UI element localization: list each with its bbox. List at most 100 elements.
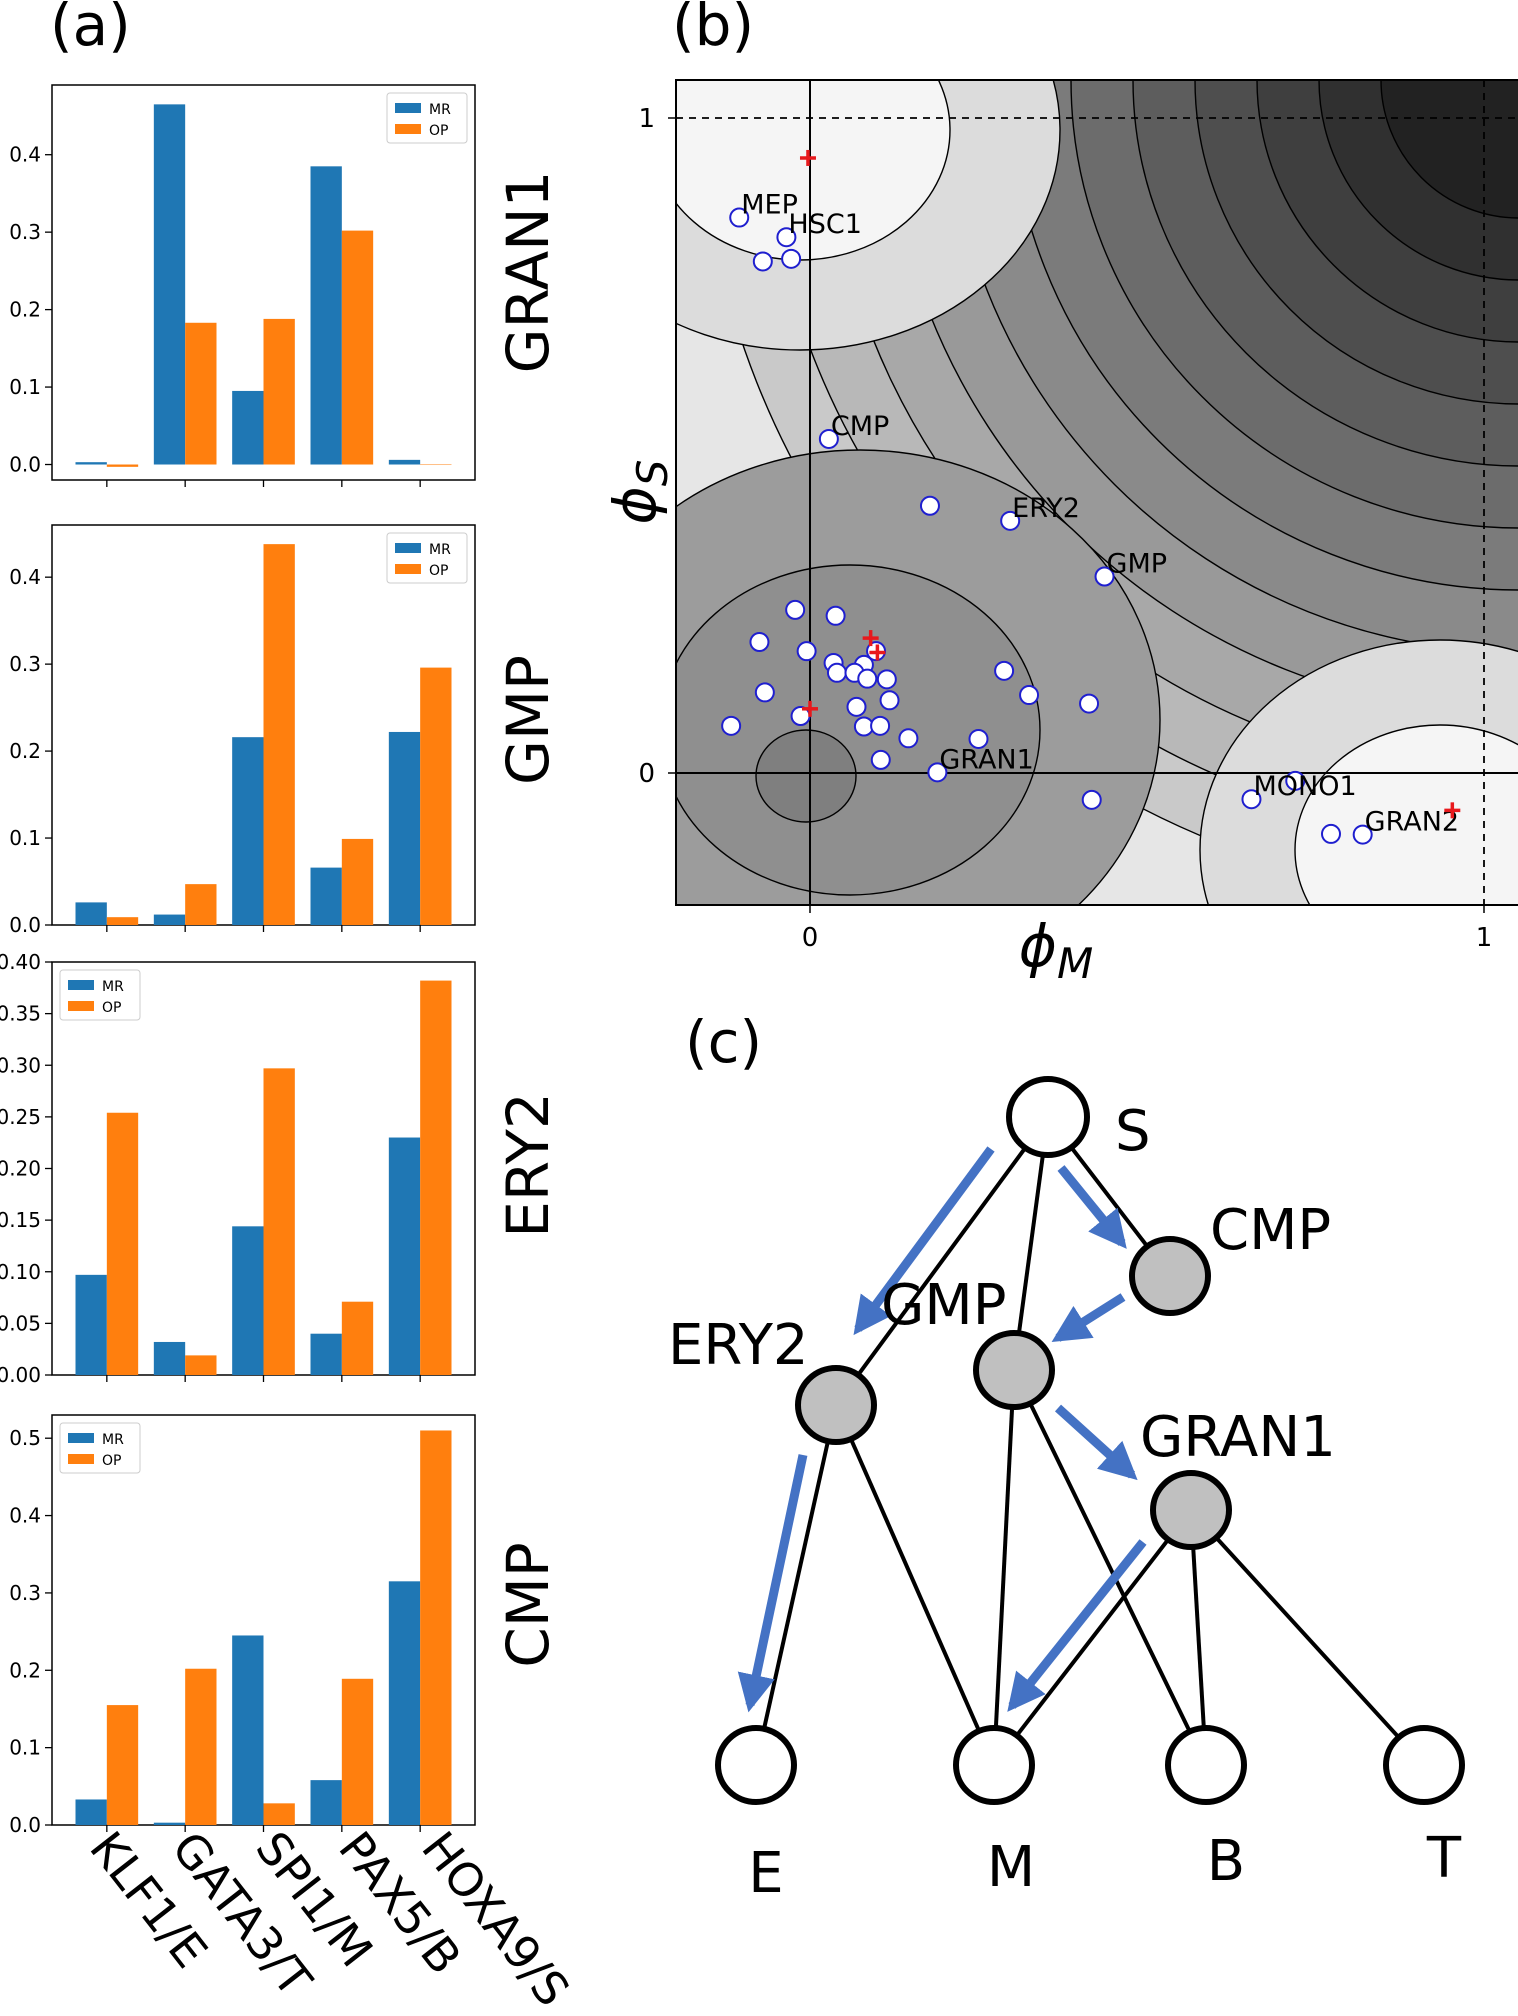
scatter-point <box>826 662 847 683</box>
bar-mr-3 <box>310 867 342 925</box>
bar-chart-gmp: 0.0 0.1 0.2 0.3 0.4 MR OP <box>9 524 476 937</box>
point-label-gran2: GRAN2 <box>1365 807 1459 838</box>
y-tick-label: 0.3 <box>9 652 41 676</box>
bar-chart-gran1: 0.0 0.1 0.2 0.3 0.4 MR OP <box>9 84 476 487</box>
y-tick-label: 0.4 <box>9 565 41 589</box>
bar-mr-0 <box>75 1274 107 1375</box>
scatter-point <box>1081 789 1102 810</box>
legend-label-op: OP <box>429 123 448 139</box>
scatter-point <box>919 495 940 516</box>
legend: MR OP <box>386 92 468 144</box>
bar-mr-2 <box>232 737 264 925</box>
bar-op-2 <box>263 1068 295 1375</box>
arrow-s-cmp <box>1057 1165 1127 1249</box>
legend-box <box>386 92 468 144</box>
y-tick-label: 0.40 <box>0 950 41 974</box>
bar-mr-4 <box>388 1137 421 1375</box>
bar-op-1 <box>185 1668 217 1825</box>
legend-swatch-mr <box>395 543 421 553</box>
node-label-gmp: GMP <box>881 1273 1006 1338</box>
edge-s-ery2 <box>834 1115 1050 1407</box>
lineage-diagram: S CMP GMP ERY2 GRAN1 E M B T <box>668 1076 1465 1906</box>
bar-op-3 <box>341 230 374 465</box>
bar-op-4 <box>420 980 452 1375</box>
bar-mr-3 <box>310 1780 342 1825</box>
point-label-mep: MEP <box>741 190 798 221</box>
bar-op-4 <box>420 667 452 925</box>
node-label-m: M <box>987 1835 1035 1900</box>
legend-label-op: OP <box>102 1453 121 1469</box>
legend: MR OP <box>386 532 468 584</box>
bar-mr-3 <box>310 1333 342 1375</box>
cross-marker <box>862 630 879 647</box>
node-label-s: S <box>1115 1099 1151 1164</box>
scatter-point <box>785 599 806 620</box>
legend-swatch-mr <box>68 980 94 990</box>
y-axis-label-main: ϕ <box>601 486 669 524</box>
y-tick-label: 0.2 <box>9 739 41 763</box>
legend-label-mr: MR <box>102 1432 124 1448</box>
scatter-point <box>1079 693 1100 714</box>
scatter-point <box>870 715 891 736</box>
x-axis-label-sub: M <box>1057 939 1093 988</box>
legend-swatch-mr <box>395 103 421 113</box>
bar-mr-4 <box>388 1581 421 1825</box>
scatter-point <box>994 660 1015 681</box>
y-tick-label: 0.05 <box>0 1311 41 1335</box>
scatter-point-cmp <box>818 428 839 449</box>
contour-basin-m-inner <box>1294 724 1518 905</box>
bar-op-0 <box>106 1112 139 1375</box>
bar-op-1 <box>185 322 217 465</box>
node-label-gran1: GRAN1 <box>1140 1405 1336 1470</box>
edge-gran1-m <box>992 1508 1193 1767</box>
arrow-gran1-m <box>1007 1539 1147 1712</box>
arrow-ery2-e <box>737 1454 808 1713</box>
y-tick-label: 0.20 <box>0 1157 41 1181</box>
y-tick-label: 0.10 <box>0 1260 41 1284</box>
node-label-b: B <box>1207 1829 1245 1894</box>
bar-chart-ery2: 0.00 0.05 0.10 0.15 0.20 0.25 0.30 0.35 0.40 MR OP <box>0 950 476 1387</box>
panel-label-c: (c) <box>685 1008 762 1076</box>
bar-mr-1 <box>153 914 186 925</box>
node-cmp <box>1129 1236 1211 1316</box>
legend: MR OP <box>59 1422 141 1474</box>
x-tick-label-0: 0 <box>802 923 819 953</box>
legend-label-op: OP <box>102 1000 121 1016</box>
bar-mr-2 <box>232 1226 264 1375</box>
node-s <box>1006 1076 1090 1158</box>
legend: MR OP <box>59 969 141 1021</box>
node-m <box>953 1725 1035 1805</box>
edge-gmp-m <box>992 1369 1016 1766</box>
y-tick-label: 0.4 <box>9 1504 41 1528</box>
scatter-point <box>879 690 900 711</box>
point-label-ery2: ERY2 <box>1012 493 1080 524</box>
y-tick-label: 0.3 <box>9 220 41 244</box>
legend-swatch-op <box>68 1454 94 1464</box>
bar-op-0 <box>106 917 139 925</box>
row-label-ery2: ERY2 <box>494 1092 562 1238</box>
edge-gmp-b <box>1012 1369 1208 1766</box>
row-label-gran1: GRAN1 <box>494 171 562 374</box>
scatter-point-gran2 <box>1352 824 1373 845</box>
bar-op-2 <box>263 1803 295 1825</box>
panel-label-b: (b) <box>672 0 754 59</box>
node-label-t: T <box>1426 1826 1462 1891</box>
scatter-point-hsc1 <box>776 227 797 248</box>
bar-mr-2 <box>232 1635 264 1825</box>
scatter-point <box>1321 823 1342 844</box>
arrow-gmp-gran1 <box>1054 1404 1138 1481</box>
node-label-ery2: ERY2 <box>668 1313 809 1378</box>
bar-op-2 <box>263 318 295 465</box>
legend-box <box>59 1422 141 1474</box>
bar-op-2 <box>263 544 295 925</box>
x-tick-label-1: 1 <box>1476 923 1493 953</box>
y-tick-label: 0.5 <box>9 1426 41 1450</box>
point-label-gran1: GRAN1 <box>939 744 1033 775</box>
scatter-point <box>870 749 891 770</box>
point-label-cmp: CMP <box>831 411 889 442</box>
bar-mr-0 <box>75 1799 107 1825</box>
bar-op-3 <box>341 838 374 925</box>
